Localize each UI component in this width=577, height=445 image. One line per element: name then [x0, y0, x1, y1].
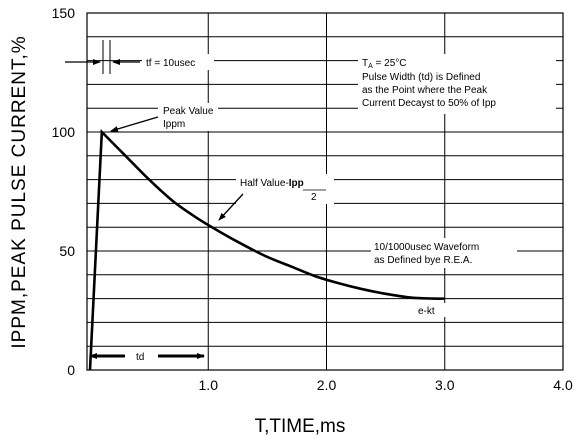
y-tick-label: 0 — [67, 362, 75, 378]
y-tick-label: 50 — [59, 243, 75, 259]
pulse-width-line-2: as the Point where the Peak — [362, 85, 488, 96]
half-value-divisor: 2 — [311, 192, 317, 203]
ta-condition: TA = 25°C — [362, 58, 407, 70]
y-tick-label: 100 — [52, 124, 76, 140]
x-tick-label: 3.0 — [435, 377, 455, 393]
tf-annotation: tf = 10usec — [65, 40, 214, 74]
waveform-line-1: 10/1000usec Waveform — [374, 242, 479, 253]
x-axis-title: T,TIME,ms — [255, 416, 346, 437]
half-value-label: Half Value-Ipp — [240, 178, 304, 189]
x-tick-label: 1.0 — [199, 377, 219, 393]
y-axis-title: IPPM,PEAK PULSE CURRENT,% — [9, 35, 30, 348]
half-value-annotation: Half Value-Ipp 2 — [218, 174, 334, 221]
x-tick-label: 2.0 — [317, 377, 337, 393]
x-ticks: 1.0 2.0 3.0 4.0 — [199, 377, 573, 393]
pulse-width-line-3: Current Decayst to 50% of Ipp — [362, 98, 496, 109]
waveform-line-2: as Defined bye R.E.A. — [374, 255, 472, 266]
td-annotation: td — [89, 348, 205, 363]
ekt-label: e-kt — [418, 306, 435, 317]
pulse-waveform-line — [88, 128, 445, 371]
td-label: td — [136, 352, 144, 363]
tf-label: tf = 10usec — [146, 58, 195, 69]
plot-frame — [86, 12, 564, 371]
peak-value-annotation: Peak Value Ippm — [110, 103, 218, 132]
peak-value-label: Peak Value — [163, 106, 214, 117]
waveform-annotation: 10/1000usec Waveform as Defined bye R.E.… — [371, 238, 517, 268]
ippm-label: Ippm — [163, 119, 185, 130]
y-tick-label: 150 — [52, 5, 76, 21]
conditions-annotation: TA = 25°C Pulse Width (td) is Defined as… — [358, 54, 556, 114]
y-ticks: 0 50 100 150 — [52, 5, 76, 378]
x-tick-label: 4.0 — [553, 377, 573, 393]
pulse-width-line-1: Pulse Width (td) is Defined — [362, 72, 480, 83]
